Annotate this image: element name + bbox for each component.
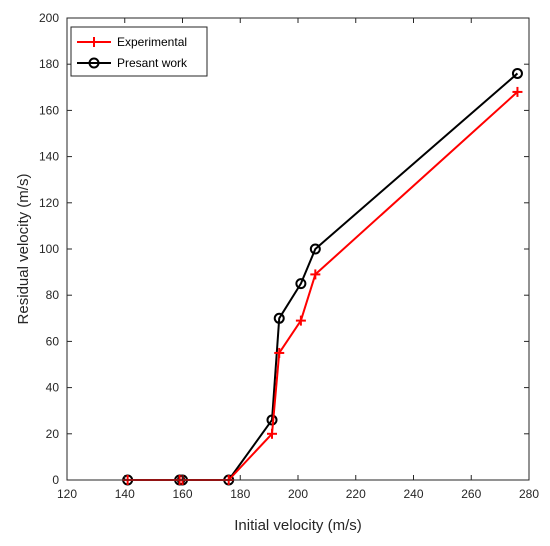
y-tick-label: 180 (39, 57, 59, 71)
x-tick-label: 180 (230, 487, 250, 501)
data-point (309, 243, 321, 255)
y-tick-label: 140 (39, 150, 59, 164)
legend-label: Presant work (117, 56, 188, 70)
legend-entry: Experimental (77, 35, 187, 49)
plot-background (67, 18, 529, 480)
x-tick-label: 140 (115, 487, 135, 501)
y-tick-label: 120 (39, 196, 59, 210)
legend: Experimental Presant work (70, 26, 208, 77)
x-tick-label: 160 (172, 487, 192, 501)
y-tick-label: 20 (46, 427, 60, 441)
y-tick-label: 80 (46, 288, 60, 302)
y-axis-ticks: 0 20 40 60 80 100 120 140 160 180 200 (39, 11, 529, 487)
data-point (512, 86, 523, 97)
legend-marker (88, 57, 100, 69)
x-tick-label: 120 (57, 487, 77, 501)
plot-area (66, 17, 530, 486)
legend-marker (89, 37, 99, 47)
x-tick-label: 260 (461, 487, 481, 501)
data-point (267, 428, 278, 439)
x-tick-label: 240 (403, 487, 423, 501)
legend-entry: Presant work (77, 56, 188, 70)
y-tick-label: 60 (46, 334, 60, 348)
x-axis-label: Initial velocity (m/s) (234, 517, 362, 534)
y-axis-label: Residual velocity (m/s) (15, 174, 32, 325)
y-tick-label: 0 (52, 473, 59, 487)
x-tick-label: 280 (519, 487, 539, 501)
x-tick-label: 200 (288, 487, 308, 501)
y-tick-label: 160 (39, 103, 59, 117)
y-tick-label: 100 (39, 242, 59, 256)
y-tick-label: 40 (46, 381, 60, 395)
data-point (310, 269, 321, 280)
data-point (295, 278, 307, 290)
legend-entries: Experimental Presant work (77, 35, 188, 70)
data-point (295, 315, 306, 326)
x-axis-ticks: 120 140 160 180 200 220 240 260 280 (57, 18, 539, 501)
x-tick-label: 220 (346, 487, 366, 501)
data-point (274, 347, 285, 358)
data-point (273, 312, 285, 324)
data-point (511, 67, 523, 79)
y-tick-label: 200 (39, 11, 59, 25)
legend-label: Experimental (117, 35, 187, 49)
